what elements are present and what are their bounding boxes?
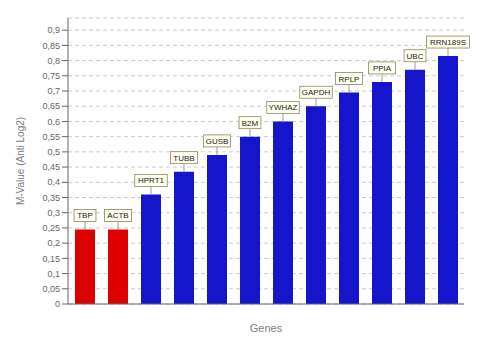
- svg-text:0,05: 0,05: [42, 284, 60, 294]
- svg-text:0,45: 0,45: [42, 162, 60, 172]
- svg-text:0,6: 0,6: [47, 117, 60, 127]
- svg-text:0,8: 0,8: [47, 56, 60, 66]
- svg-text:0,15: 0,15: [42, 254, 60, 264]
- svg-text:B2M: B2M: [242, 119, 259, 128]
- svg-text:0,55: 0,55: [42, 132, 60, 142]
- svg-text:0,75: 0,75: [42, 71, 60, 81]
- svg-text:GUSB: GUSB: [206, 137, 229, 146]
- svg-text:0,65: 0,65: [42, 101, 60, 111]
- svg-text:0,4: 0,4: [47, 177, 60, 187]
- svg-text:ACTB: ACTB: [107, 211, 128, 220]
- svg-text:0,3: 0,3: [47, 208, 60, 218]
- svg-text:0,1: 0,1: [47, 269, 60, 279]
- svg-text:0,2: 0,2: [47, 238, 60, 248]
- svg-text:PPIA: PPIA: [373, 64, 392, 73]
- svg-text:0,9: 0,9: [47, 25, 60, 35]
- svg-text:0: 0: [55, 299, 60, 309]
- svg-text:UBC: UBC: [407, 52, 424, 61]
- svg-text:TBP: TBP: [77, 211, 93, 220]
- svg-text:RRN189S: RRN189S: [430, 38, 466, 47]
- svg-text:RPLP: RPLP: [339, 75, 360, 84]
- svg-text:GAPDH: GAPDH: [302, 88, 331, 97]
- svg-text:0,35: 0,35: [42, 193, 60, 203]
- svg-text:0,5: 0,5: [47, 147, 60, 157]
- svg-text:0,25: 0,25: [42, 223, 60, 233]
- svg-text:HPRT1: HPRT1: [138, 176, 165, 185]
- svg-text:Genes: Genes: [250, 322, 283, 334]
- svg-text:0,85: 0,85: [42, 41, 60, 51]
- svg-text:TUBB: TUBB: [173, 154, 194, 163]
- svg-text:0,7: 0,7: [47, 86, 60, 96]
- svg-text:M-Value (Anti Log2): M-Value (Anti Log2): [15, 117, 26, 205]
- svg-text:YWHAZ: YWHAZ: [269, 103, 298, 112]
